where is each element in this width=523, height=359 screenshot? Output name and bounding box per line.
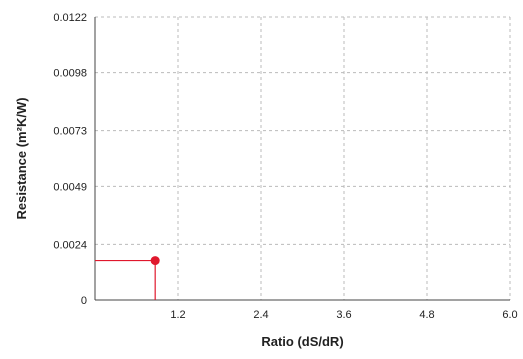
y-tick-label-0: 0 [81,295,87,307]
y-tick-label-1: 0.0024 [53,239,87,251]
x-tick-label-4: 6.0 [502,309,517,321]
grid [95,16,511,300]
axes [94,17,510,301]
y-tick-label-2: 0.0049 [53,181,87,193]
x-tick-label-0: 1.2 [170,309,185,321]
x-axis-label: Ratio (dS/dR) [261,334,343,349]
x-tick-label-1: 2.4 [253,309,268,321]
y-tick-label-5: 0.0122 [53,12,87,24]
data-point-0-0 [150,256,160,266]
data-marks [95,256,160,300]
y-axis-label: Resistance (m²K/W) [14,97,29,219]
y-tick-label-3: 0.0073 [53,126,87,138]
y-tick-label-4: 0.0098 [53,68,87,80]
tick-labels: 1.2 2.4 3.6 4.8 6.0 0 0.0024 0.0049 0.0073 0.0098… [53,12,517,321]
x-tick-label-2: 3.6 [336,309,351,321]
x-tick-label-3: 4.8 [419,309,434,321]
